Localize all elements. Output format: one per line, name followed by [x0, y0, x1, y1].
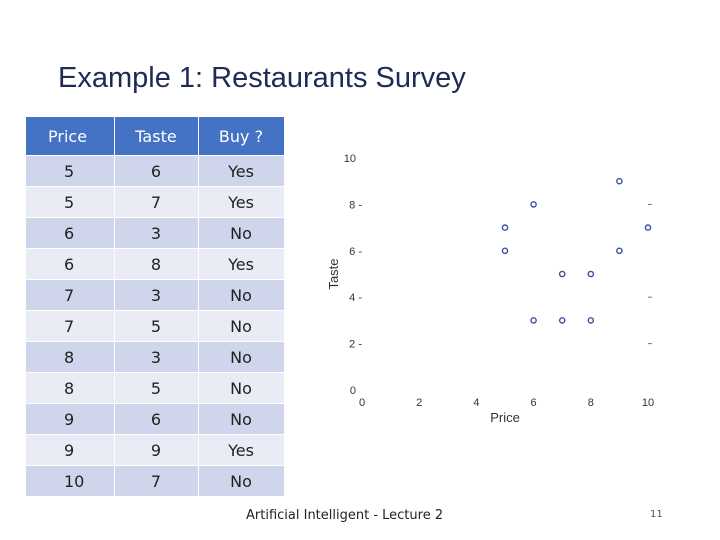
scatter-point [501, 224, 509, 231]
header-buy: Buy ? [198, 117, 285, 156]
cell-taste: 6 [114, 403, 199, 435]
cell-buy: No [198, 217, 285, 249]
cell-buy: Yes [198, 155, 285, 187]
table-row: 6 3 No [26, 217, 285, 249]
cell-buy: No [198, 341, 285, 373]
cell-buy: No [198, 279, 285, 311]
cell-taste: 3 [114, 279, 199, 311]
cell-price: 9 [26, 403, 115, 435]
table-header-row: Price Taste Buy ? [26, 117, 285, 156]
y-tick-label: 10 [344, 153, 356, 165]
table-row: 9 6 No [26, 403, 285, 435]
cell-buy: No [198, 310, 285, 342]
x-tick-label: 10 [642, 397, 654, 409]
cell-price: 8 [26, 341, 115, 373]
cell-price: 6 [26, 217, 115, 249]
cell-taste: 7 [114, 186, 199, 218]
cell-taste: 8 [114, 248, 199, 280]
scatter-point [501, 247, 509, 255]
table-row: 6 8 Yes [26, 248, 285, 280]
y-tick-label: 4 - [349, 292, 362, 304]
x-tick-label: 4 [473, 397, 479, 409]
cell-buy: Yes [198, 186, 285, 218]
cell-taste: 3 [114, 217, 199, 249]
cell-price: 8 [26, 372, 115, 404]
cell-taste: 9 [114, 434, 199, 466]
table-row: 8 3 No [26, 341, 285, 373]
header-taste: Taste [114, 117, 199, 156]
header-price: Price [26, 117, 115, 156]
page-number: 11 [650, 509, 663, 520]
table-row: 10 7 No [26, 465, 285, 496]
scatter-point [587, 270, 595, 278]
survey-table: Price Taste Buy ? 5 6 Yes 5 7 Yes 6 3 No… [26, 117, 285, 496]
scatter-point [530, 317, 537, 324]
cell-price: 6 [26, 248, 115, 280]
scatter-point [644, 224, 652, 231]
scatter-point [616, 247, 623, 255]
y-tick-label: 8 - [349, 199, 362, 211]
cell-taste: 3 [114, 341, 199, 373]
cell-taste: 5 [114, 372, 199, 404]
taste-price-scatter-chart: 0 2 - 4 - 6 - 8 - 10 0 2 4 6 8 10 Price Taste [326, 153, 654, 425]
x-axis-label: Price [490, 410, 520, 425]
table-row: 8 5 No [26, 372, 285, 404]
y-tick-label: 6 - [349, 246, 362, 258]
cell-price: 5 [26, 186, 115, 218]
table-row: 9 9 Yes [26, 434, 285, 466]
slide-title: Example 1: Restaurants Survey [58, 62, 466, 94]
x-tick-label: 8 [588, 397, 594, 409]
x-tick-label: 6 [531, 397, 537, 409]
x-tick-label: 0 [359, 397, 365, 409]
scatter-point [616, 177, 623, 185]
cell-taste: 6 [114, 155, 199, 187]
cell-price: 10 [26, 465, 115, 496]
cell-taste: 7 [114, 465, 199, 496]
cell-buy: Yes [198, 434, 285, 466]
y-axis-label: Taste [326, 258, 341, 289]
x-tick-label: 2 [416, 397, 422, 409]
y-tick-label: 0 [350, 385, 356, 397]
cell-price: 5 [26, 155, 115, 187]
table-row: 7 5 No [26, 310, 285, 342]
table-row: 7 3 No [26, 279, 285, 311]
cell-buy: No [198, 403, 285, 435]
cell-buy: Yes [198, 248, 285, 280]
cell-price: 7 [26, 279, 115, 311]
scatter-point [587, 317, 595, 324]
table-row: 5 6 Yes [26, 155, 285, 187]
y-tick-label: 2 - [349, 339, 362, 351]
cell-taste: 5 [114, 310, 199, 342]
scatter-point [530, 201, 537, 208]
scatter-point [558, 270, 566, 278]
scatter-point [558, 317, 566, 324]
cell-price: 7 [26, 310, 115, 342]
cell-buy: No [198, 372, 285, 404]
cell-price: 9 [26, 434, 115, 466]
cell-buy: No [198, 465, 285, 496]
table-row: 5 7 Yes [26, 186, 285, 218]
slide-footer: Artificial Intelligent - Lecture 2 [246, 508, 444, 523]
